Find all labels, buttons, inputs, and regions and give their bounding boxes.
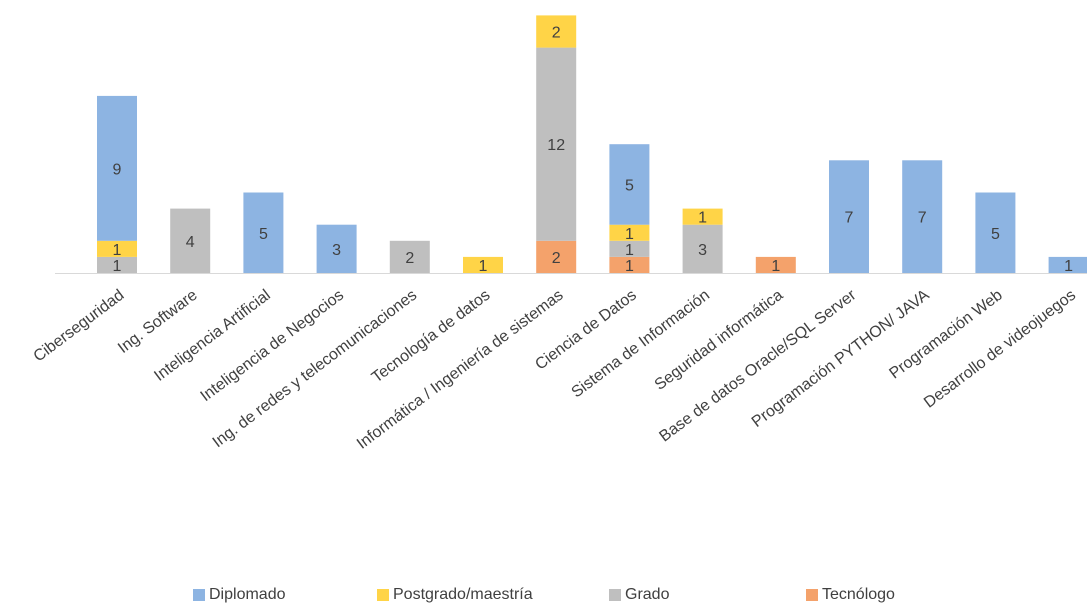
data-label: 1 xyxy=(625,226,634,243)
bar-segment xyxy=(316,224,357,273)
category-tick-label: Inteligencia de Negocios xyxy=(198,287,347,405)
bar-segment xyxy=(609,224,650,241)
legend-label: Tecnólogo xyxy=(822,586,895,603)
data-label: 3 xyxy=(698,242,707,259)
chart-legend: Diplomado Postgrado/maestría Grado Tecnólog… xyxy=(0,586,1087,608)
legend-swatch xyxy=(377,589,389,601)
data-label: 2 xyxy=(552,250,561,267)
legend-swatch xyxy=(609,589,621,601)
bar-segment xyxy=(97,256,137,273)
legend-item: Tecnólogo xyxy=(806,586,895,604)
data-label: 7 xyxy=(918,210,927,227)
bar-segment xyxy=(1048,256,1087,273)
bar-segment xyxy=(902,160,943,273)
legend-label: Diplomado xyxy=(209,586,286,603)
bar-segment xyxy=(389,240,430,273)
bar-segment xyxy=(609,144,650,225)
bar-segment xyxy=(609,256,650,273)
category-tick-label: Ciberseguridad xyxy=(31,287,128,366)
bar-segment xyxy=(243,192,284,273)
legend-item: Grado xyxy=(609,586,669,604)
data-label: 1 xyxy=(113,258,122,275)
data-label: 7 xyxy=(845,210,854,227)
category-tick-label: Sistema de Información xyxy=(569,287,713,402)
bar-segment xyxy=(755,256,796,273)
data-label: 1 xyxy=(698,210,707,227)
data-label: 1 xyxy=(625,242,634,259)
data-label: 1 xyxy=(771,258,780,275)
legend-item: Diplomado xyxy=(193,586,285,604)
bar-segment xyxy=(975,192,1016,273)
data-label: 5 xyxy=(259,226,268,243)
data-label: 1 xyxy=(113,242,122,259)
data-label: 12 xyxy=(547,137,565,154)
bar-segment xyxy=(536,240,577,273)
bar-segment xyxy=(536,47,577,241)
data-label: 3 xyxy=(332,242,341,259)
data-label: 4 xyxy=(186,234,195,251)
data-label: 5 xyxy=(991,226,1000,243)
bar-segment xyxy=(829,160,869,273)
legend-item: Postgrado/maestría xyxy=(377,586,533,604)
category-tick-label: Tecnología de datos xyxy=(369,287,494,387)
legend-swatch xyxy=(193,589,205,601)
bar-segment xyxy=(97,240,137,257)
legend-swatch xyxy=(806,589,818,601)
bar-segment xyxy=(609,240,650,257)
data-label: 1 xyxy=(1064,258,1073,275)
bar-segment xyxy=(536,15,577,48)
data-label: 1 xyxy=(479,258,488,275)
bar-segment xyxy=(463,256,503,273)
data-label: 1 xyxy=(625,258,634,275)
data-label: 5 xyxy=(625,177,634,194)
bar-segment xyxy=(170,208,211,273)
bar-segment xyxy=(682,208,723,225)
data-label: 2 xyxy=(405,250,414,267)
bar-segment xyxy=(97,95,137,241)
bar-segment xyxy=(682,224,723,273)
data-label: 9 xyxy=(113,161,122,178)
category-tick-label: Seguridad informática xyxy=(652,287,787,394)
category-tick-label: Desarrollo de videojuegos xyxy=(921,287,1079,412)
data-label: 2 xyxy=(552,25,561,42)
legend-label: Postgrado/maestría xyxy=(393,586,533,603)
legend-label: Grado xyxy=(625,586,670,603)
